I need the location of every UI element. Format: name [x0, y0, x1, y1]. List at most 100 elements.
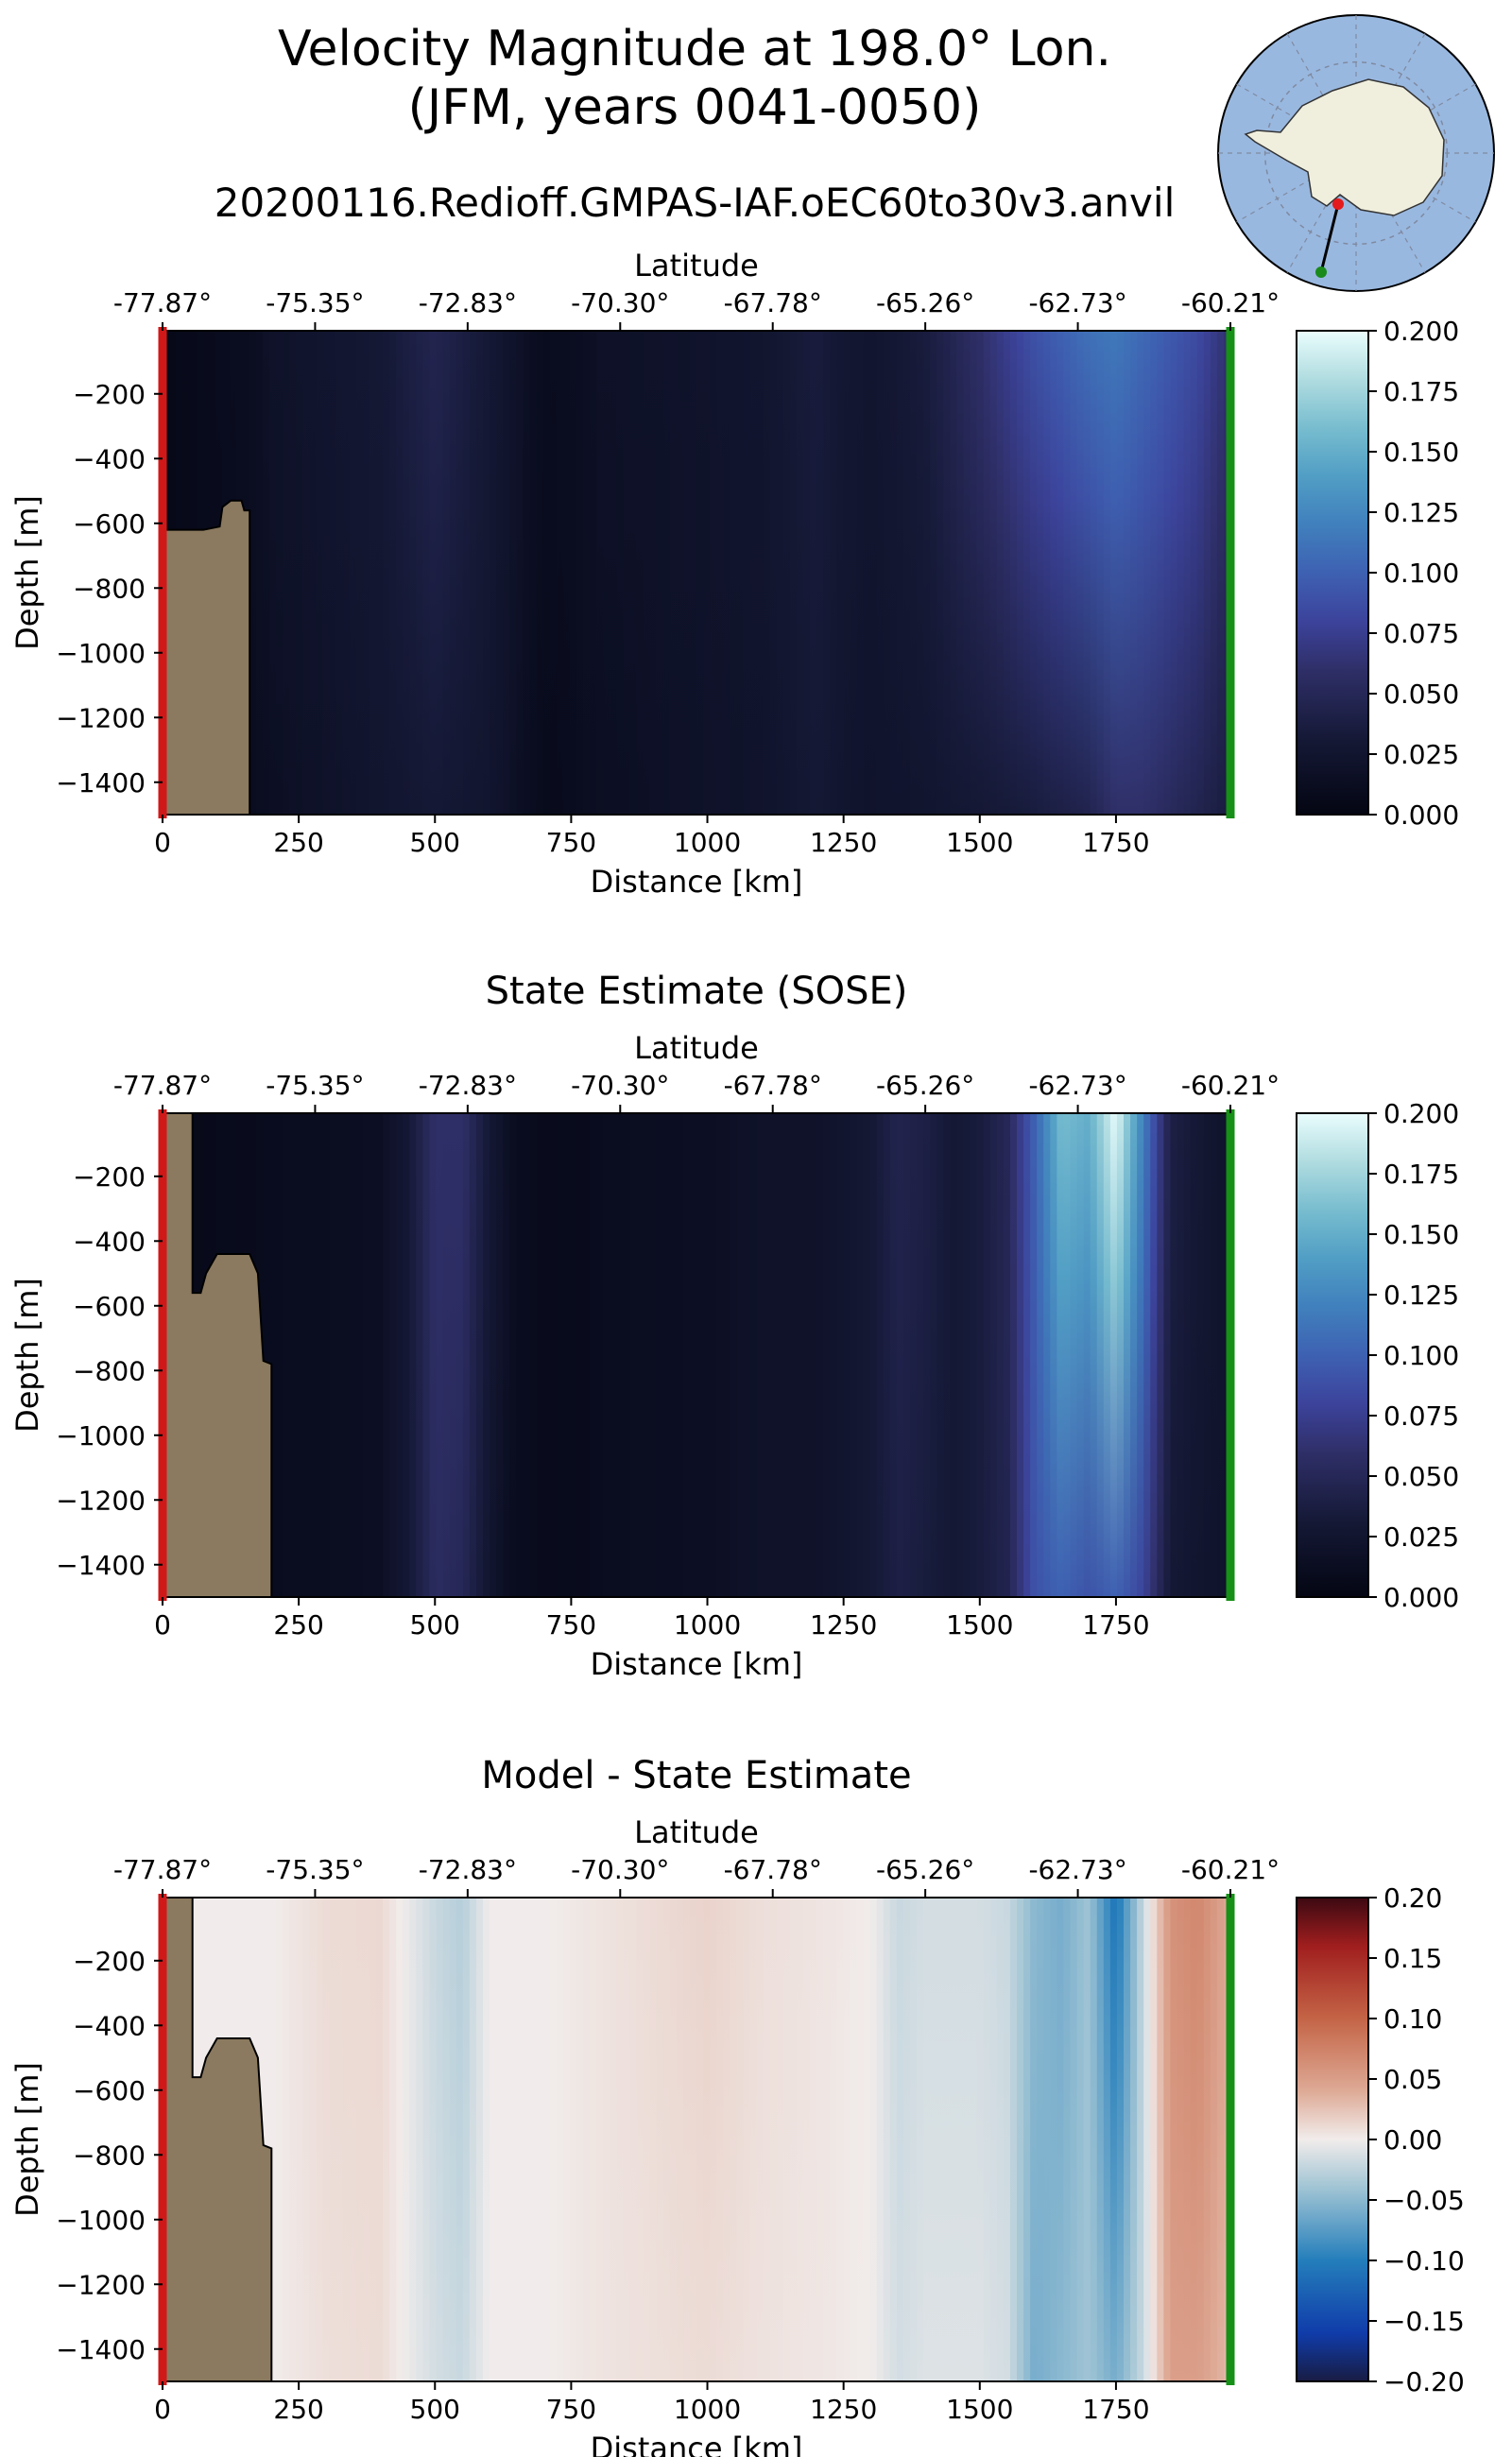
field-strip — [403, 1898, 411, 2381]
x-tick-label: 1250 — [810, 2394, 877, 2425]
field-strip — [1190, 1113, 1198, 1597]
figure-title-line-2: (JFM, years 0041-0050) — [407, 79, 982, 136]
field-strip — [1183, 1898, 1192, 2381]
field-strip — [1130, 1898, 1138, 2381]
field-strip — [1023, 1898, 1031, 2381]
field-strip — [943, 331, 952, 815]
field-strip — [1124, 1113, 1131, 1597]
field-strip — [455, 1113, 464, 1597]
field-strip — [616, 331, 625, 815]
field-strip — [556, 331, 564, 815]
field-strip — [976, 331, 985, 815]
top-tick-label: -60.21° — [1181, 1070, 1280, 1101]
field-strip — [296, 331, 304, 815]
field-strip — [529, 1113, 538, 1597]
field-strip — [950, 331, 958, 815]
field-strip — [850, 331, 858, 815]
x-axis-label: Distance [km] — [591, 2431, 803, 2457]
field-strip — [262, 331, 270, 815]
field-strip — [823, 1898, 832, 2381]
field-strip — [449, 331, 457, 815]
field-strip — [590, 331, 597, 815]
field-strip — [483, 1113, 490, 1597]
field-strip — [409, 1113, 418, 1597]
field-strip — [723, 331, 731, 815]
inset-graticule-meridian — [1236, 83, 1476, 223]
field-strip — [810, 331, 817, 815]
top-tick-label: -67.78° — [724, 1070, 822, 1101]
field-strip — [910, 1113, 918, 1597]
field-strip — [529, 1898, 538, 2381]
field-strip — [1150, 1898, 1159, 2381]
field-strip — [676, 1113, 684, 1597]
field-strip — [716, 331, 725, 815]
field-strip — [863, 1898, 871, 2381]
field-strip — [289, 1113, 298, 1597]
x-tick-label: 250 — [273, 1609, 323, 1641]
y-tick-label: −1000 — [56, 638, 146, 669]
colorbar-tick-label: 0.150 — [1383, 437, 1459, 468]
field-strip — [1043, 331, 1052, 815]
field-strip — [429, 1113, 438, 1597]
field-strip — [1216, 1113, 1225, 1597]
field-strip — [816, 331, 824, 815]
field-strip — [736, 331, 745, 815]
colorbar-tick-label: −0.20 — [1383, 2366, 1465, 2397]
field-strip — [322, 331, 331, 815]
top-tick-label: -70.30° — [571, 1070, 669, 1101]
field-strip — [1109, 1898, 1118, 2381]
field-strip — [836, 331, 845, 815]
field-strip — [936, 1113, 945, 1597]
field-strip — [516, 1898, 524, 2381]
field-strip — [730, 331, 738, 815]
field-strip — [329, 331, 337, 815]
colorbar: 0.20 0.15 0.10 0.05 0.00 −0.05 −0.10 −0.15 −0.20… — [1296, 1882, 1465, 2397]
field-strip — [876, 1898, 885, 2381]
y-tick-label: −400 — [73, 2010, 146, 2041]
field-strip — [989, 1113, 998, 1597]
field-strip — [1083, 331, 1091, 815]
field-strip — [756, 1113, 765, 1597]
field-strip — [1043, 1113, 1052, 1597]
y-tick-label: −1000 — [56, 2205, 146, 2236]
field-strip — [409, 1898, 418, 2381]
colorbar-tick-label: 0.200 — [1383, 1098, 1459, 1129]
field-strip — [1063, 1898, 1072, 2381]
field-strip — [556, 1113, 564, 1597]
field-strip — [1163, 331, 1172, 815]
field-strip — [610, 331, 618, 815]
field-strip — [769, 1898, 778, 2381]
field-strip — [362, 1898, 370, 2381]
field-strip — [1037, 331, 1045, 815]
field-strip — [396, 1113, 404, 1597]
y-tick-label: −1400 — [56, 767, 146, 799]
field-strip — [389, 331, 397, 815]
field-strip — [736, 1898, 745, 2381]
field-strip — [689, 1898, 697, 2381]
field-strip — [1096, 331, 1105, 815]
field-strip — [549, 1898, 558, 2381]
top-tick-label: -67.78° — [724, 1854, 822, 1885]
y-axis-label: Depth [m] — [9, 2062, 45, 2217]
top-tick-label: -72.83° — [419, 1854, 517, 1885]
field-strip — [576, 331, 584, 815]
field-strip — [789, 1113, 798, 1597]
field-strip — [1170, 331, 1178, 815]
field-strip — [996, 331, 1005, 815]
field-strip — [596, 1898, 604, 2381]
field-strip — [776, 1113, 784, 1597]
field-strip — [1003, 331, 1011, 815]
field-strip — [643, 331, 651, 815]
field-strip — [816, 1898, 824, 2381]
field-strip — [316, 331, 324, 815]
field-strip — [1124, 331, 1131, 815]
field-strip — [676, 331, 684, 815]
field-strip — [403, 331, 411, 815]
field-strip — [389, 1898, 397, 2381]
field-strip — [322, 1113, 331, 1597]
field-strip — [743, 1898, 751, 2381]
field-strip — [1203, 1113, 1211, 1597]
field-strip — [869, 331, 878, 815]
field-strip — [863, 1113, 871, 1597]
panel-title: State Estimate (SOSE) — [486, 970, 908, 1013]
